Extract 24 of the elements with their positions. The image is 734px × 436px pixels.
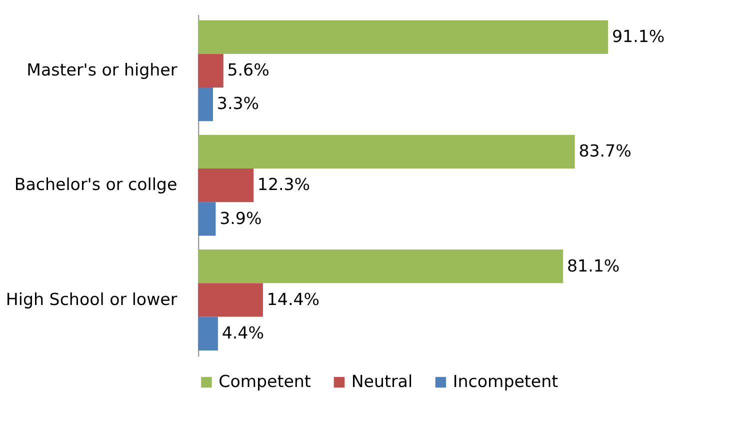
data-label: 3.9%: [220, 208, 262, 228]
data-label: 12.3%: [257, 175, 310, 194]
bar: [198, 316, 218, 350]
data-label: 3.3%: [216, 94, 260, 114]
bar: [198, 168, 254, 202]
data-label: 91.1%: [612, 26, 665, 46]
bar: [198, 88, 213, 122]
y-tick-label: High School or lower: [6, 290, 178, 309]
legend-label: Incompetent: [452, 372, 559, 392]
bar: [198, 54, 224, 88]
bar: [198, 134, 575, 169]
y-tick-label: Master's or higher: [26, 60, 178, 80]
data-label: 4.4%: [222, 324, 264, 343]
legend-label: Competent: [218, 372, 312, 392]
bar: [198, 250, 564, 284]
legend-label: Neutral: [351, 372, 413, 392]
data-label: 5.6%: [227, 60, 270, 80]
bar: [198, 202, 216, 236]
data-label: 83.7%: [578, 142, 632, 161]
bar: [198, 283, 263, 317]
y-tick-label: Bachelor's or collge: [14, 175, 178, 194]
data-label: 81.1%: [566, 256, 620, 276]
bar: [198, 20, 608, 54]
data-label: 14.4%: [266, 290, 320, 309]
